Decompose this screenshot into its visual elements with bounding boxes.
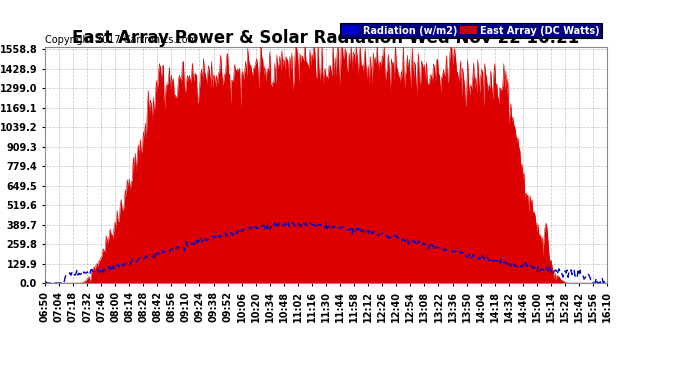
Title: East Array Power & Solar Radiation Wed Nov 22 16:21: East Array Power & Solar Radiation Wed N… [72, 29, 580, 47]
Legend: Radiation (w/m2), East Array (DC Watts): Radiation (w/m2), East Array (DC Watts) [339, 23, 602, 38]
Text: Copyright 2017 Cartronics.com: Copyright 2017 Cartronics.com [46, 34, 197, 45]
